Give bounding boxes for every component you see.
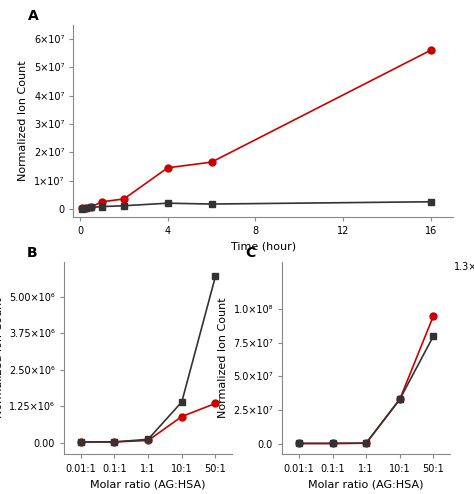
Text: 1.3×10⁸: 1.3×10⁸ <box>454 262 474 272</box>
X-axis label: Molar ratio (AG:HSA): Molar ratio (AG:HSA) <box>91 479 206 489</box>
Y-axis label: Normalized Ion Count: Normalized Ion Count <box>18 61 28 181</box>
Text: A: A <box>28 9 39 23</box>
Text: C: C <box>245 247 255 260</box>
X-axis label: Molar ratio (AG:HSA): Molar ratio (AG:HSA) <box>309 479 424 489</box>
X-axis label: Time (hour): Time (hour) <box>230 242 296 252</box>
Y-axis label: Normalized Ion Count: Normalized Ion Count <box>0 298 3 418</box>
Y-axis label: Normalized Ion Count: Normalized Ion Count <box>218 298 228 418</box>
Text: B: B <box>27 247 37 260</box>
